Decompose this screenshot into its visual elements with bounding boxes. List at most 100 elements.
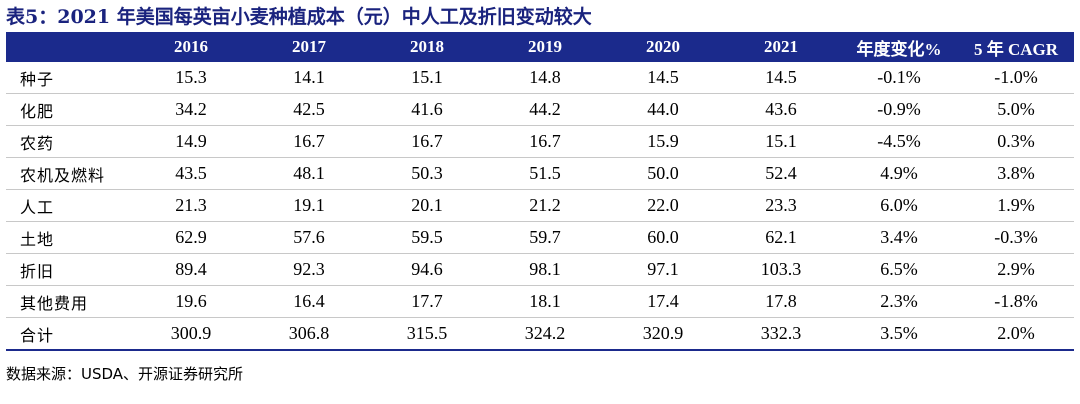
table-cell: 60.0 [604, 221, 722, 254]
table-cell: 62.1 [722, 221, 840, 254]
table-cell: 20.1 [368, 189, 486, 222]
header-cell-yoy: 年度变化% [840, 32, 958, 62]
table-cell: 3.5% [840, 317, 958, 351]
table-cell: 21.2 [486, 189, 604, 222]
table-cell: 15.9 [604, 125, 722, 158]
table-cell: 98.1 [486, 253, 604, 286]
table-cell: 16.7 [486, 125, 604, 158]
table-row: 合计 300.9 306.8 315.5 324.2 320.9 332.3 3.5% 2.0% [6, 317, 1074, 351]
table-cell: 48.1 [250, 157, 368, 190]
table-cell: 94.6 [368, 253, 486, 286]
table-cell: -1.8% [958, 285, 1074, 318]
table-cell: 43.5 [132, 157, 250, 190]
header-cell-2018: 2018 [368, 32, 486, 62]
table-cell: 21.3 [132, 189, 250, 222]
table-cell: 1.9% [958, 189, 1074, 222]
table-cell: -0.9% [840, 93, 958, 126]
header-cell-2021: 2021 [722, 32, 840, 62]
table-cell: 2.9% [958, 253, 1074, 286]
table-cell: 17.8 [722, 285, 840, 318]
table-cell: 42.5 [250, 93, 368, 126]
table-cell: 50.3 [368, 157, 486, 190]
table-cell: 23.3 [722, 189, 840, 222]
table-cell: -0.3% [958, 221, 1074, 254]
cost-table: 2016 2017 2018 2019 2020 2021 年度变化% 5 年 … [6, 32, 1074, 351]
table-cell: 315.5 [368, 317, 486, 351]
table-cell: 2.0% [958, 317, 1074, 351]
table-row: 种子 15.3 14.1 15.1 14.8 14.5 14.5 -0.1% -1.0% [6, 62, 1074, 94]
table-cell: 4.9% [840, 157, 958, 190]
table-row: 化肥 34.2 42.5 41.6 44.2 44.0 43.6 -0.9% 5.0% [6, 93, 1074, 126]
table-cell: 15.3 [132, 62, 250, 94]
table-cell: 5.0% [958, 93, 1074, 126]
table-cell: 332.3 [722, 317, 840, 351]
table-cell: 16.7 [368, 125, 486, 158]
table-cell: 43.6 [722, 93, 840, 126]
header-cell-cagr: 5 年 CAGR [958, 32, 1074, 62]
table-cell: 57.6 [250, 221, 368, 254]
row-label: 种子 [6, 62, 132, 94]
table-cell: 50.0 [604, 157, 722, 190]
table-cell: 41.6 [368, 93, 486, 126]
table-cell: 14.1 [250, 62, 368, 94]
table-row: 农药 14.9 16.7 16.7 16.7 15.9 15.1 -4.5% 0.3% [6, 125, 1074, 158]
table-cell: 17.4 [604, 285, 722, 318]
table-cell: 14.8 [486, 62, 604, 94]
table-row: 人工 21.3 19.1 20.1 21.2 22.0 23.3 6.0% 1.9% [6, 189, 1074, 222]
table-cell: 14.5 [722, 62, 840, 94]
table-cell: 44.2 [486, 93, 604, 126]
table-cell: 17.7 [368, 285, 486, 318]
table-cell: 18.1 [486, 285, 604, 318]
table-row: 其他费用 19.6 16.4 17.7 18.1 17.4 17.8 2.3% -1.8% [6, 285, 1074, 318]
table-cell: 14.9 [132, 125, 250, 158]
table-cell: 0.3% [958, 125, 1074, 158]
table-cell: 15.1 [722, 125, 840, 158]
table-cell: 14.5 [604, 62, 722, 94]
header-cell-2020: 2020 [604, 32, 722, 62]
table-row: 土地 62.9 57.6 59.5 59.7 60.0 62.1 3.4% -0.3% [6, 221, 1074, 254]
table-cell: 62.9 [132, 221, 250, 254]
table-cell: 59.7 [486, 221, 604, 254]
table-row: 农机及燃料 43.5 48.1 50.3 51.5 50.0 52.4 4.9% 3.8% [6, 157, 1074, 190]
table-cell: 6.5% [840, 253, 958, 286]
table-cell: -4.5% [840, 125, 958, 158]
table-cell: 3.4% [840, 221, 958, 254]
row-label: 其他费用 [6, 285, 132, 318]
header-row: 2016 2017 2018 2019 2020 2021 年度变化% 5 年 … [6, 32, 1074, 62]
table-cell: 34.2 [132, 93, 250, 126]
row-label: 化肥 [6, 93, 132, 126]
header-cell-2019: 2019 [486, 32, 604, 62]
table-cell: 3.8% [958, 157, 1074, 190]
table-cell: 324.2 [486, 317, 604, 351]
table-cell: 89.4 [132, 253, 250, 286]
table-cell: 15.1 [368, 62, 486, 94]
row-label: 土地 [6, 221, 132, 254]
row-label: 合计 [6, 317, 132, 351]
table-cell: -1.0% [958, 62, 1074, 94]
row-label: 农药 [6, 125, 132, 158]
table-cell: 51.5 [486, 157, 604, 190]
row-label: 农机及燃料 [6, 157, 132, 190]
table-cell: 320.9 [604, 317, 722, 351]
table-cell: 16.4 [250, 285, 368, 318]
row-label: 折旧 [6, 253, 132, 286]
header-cell-label [6, 32, 132, 62]
table-cell: 6.0% [840, 189, 958, 222]
table-cell: 92.3 [250, 253, 368, 286]
table-cell: 59.5 [368, 221, 486, 254]
table-cell: 44.0 [604, 93, 722, 126]
table-cell: 97.1 [604, 253, 722, 286]
table-cell: 103.3 [722, 253, 840, 286]
table-cell: 300.9 [132, 317, 250, 351]
table-cell: 2.3% [840, 285, 958, 318]
table-cell: 19.6 [132, 285, 250, 318]
table-cell: -0.1% [840, 62, 958, 94]
header-cell-2017: 2017 [250, 32, 368, 62]
table-cell: 16.7 [250, 125, 368, 158]
table-cell: 22.0 [604, 189, 722, 222]
row-label: 人工 [6, 189, 132, 222]
table-title: 表5：2021 年美国每英亩小麦种植成本（元）中人工及折旧变动较大 [6, 6, 592, 28]
table-cell: 306.8 [250, 317, 368, 351]
header-cell-2016: 2016 [132, 32, 250, 62]
source-note: 数据来源：USDA、开源证券研究所 [6, 365, 244, 383]
